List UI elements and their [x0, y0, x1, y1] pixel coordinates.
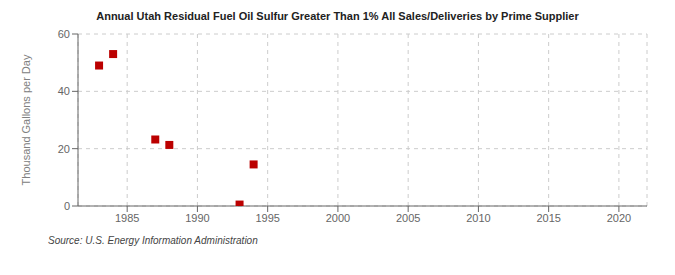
svg-text:1995: 1995	[255, 212, 279, 224]
svg-text:2020: 2020	[607, 212, 631, 224]
svg-text:2005: 2005	[396, 212, 420, 224]
svg-text:2015: 2015	[536, 212, 560, 224]
svg-text:60: 60	[58, 28, 70, 40]
html-text:Annual Utah Residual Fuel Oil: Annual Utah Residual Fuel Oil Sulfur Gre…	[96, 10, 579, 22]
svg-text:2010: 2010	[466, 212, 490, 224]
svg-text:20: 20	[58, 143, 70, 155]
svg-text:2000: 2000	[326, 212, 350, 224]
svg-text:1985: 1985	[115, 212, 139, 224]
svg-text:0: 0	[64, 200, 70, 212]
svg-text:1990: 1990	[185, 212, 209, 224]
html-text:Source: U.S. Energy Informatio: Source: U.S. Energy Information Administ…	[48, 235, 258, 246]
svg-text:Thousand Gallons per Day: Thousand Gallons per Day	[20, 54, 32, 185]
svg-text:40: 40	[58, 85, 70, 97]
